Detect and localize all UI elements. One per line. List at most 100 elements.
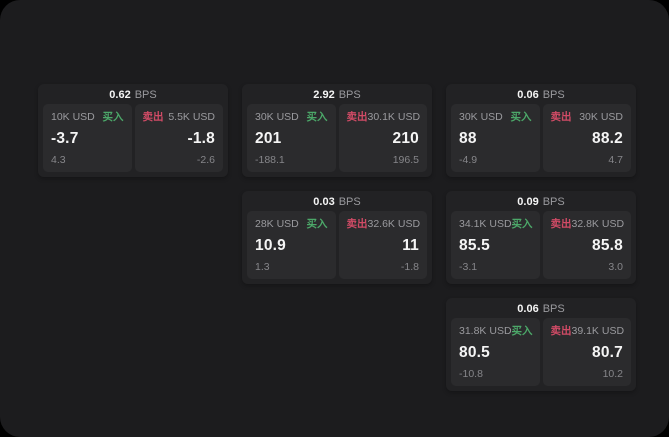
- buy-delta-value: -188.1: [255, 154, 285, 166]
- card-header: 0.62 BPS: [43, 87, 223, 104]
- bps-value: 0.03: [313, 196, 335, 208]
- sell-badge: 卖出: [142, 111, 164, 123]
- sell-panel[interactable]: 卖出 30.1K USD 210 196.5: [338, 104, 427, 172]
- sell-amount-label: 30.1K USD: [367, 111, 421, 123]
- buy-amount-label: 34.1K USD: [459, 218, 512, 230]
- sell-price-value: 11: [402, 237, 419, 254]
- sell-price-value: 80.7: [592, 344, 623, 361]
- sell-price-value: 88.2: [592, 130, 623, 147]
- quote-panels: 31.8K USD 买入 80.5 -10.8 卖出 39.1K USD 80.…: [451, 318, 631, 386]
- sell-panel-top: 卖出 32.8K USD: [550, 218, 625, 230]
- quote-card: 0.06 BPS 31.8K USD 买入 80.5 -10.8 卖出 39.1…: [446, 298, 636, 391]
- sell-price-value: 85.8: [592, 237, 623, 254]
- sell-delta-value: 4.7: [608, 154, 623, 166]
- sell-badge: 卖出: [346, 218, 368, 230]
- bps-unit-label: BPS: [338, 89, 361, 101]
- sell-panel[interactable]: 卖出 32.6K USD 11 -1.8: [338, 211, 427, 279]
- buy-panel[interactable]: 30K USD 买入 201 -188.1: [247, 104, 336, 172]
- buy-panel-top: 10K USD 买入: [51, 111, 124, 123]
- quote-card: 0.09 BPS 34.1K USD 买入 85.5 -3.1 卖出 32.8K…: [446, 191, 636, 284]
- buy-price-value: 85.5: [459, 237, 490, 254]
- buy-price-value: -3.7: [51, 130, 79, 147]
- bps-value: 0.09: [517, 196, 539, 208]
- buy-delta-value: 4.3: [51, 154, 66, 166]
- bps-unit-label: BPS: [134, 89, 157, 101]
- buy-price-value: 10.9: [255, 237, 286, 254]
- bps-value: 0.06: [517, 89, 539, 101]
- card-header: 0.06 BPS: [451, 301, 631, 318]
- buy-panel[interactable]: 34.1K USD 买入 85.5 -3.1: [451, 211, 540, 279]
- buy-delta-value: 1.3: [255, 261, 270, 273]
- buy-panel[interactable]: 28K USD 买入 10.9 1.3: [247, 211, 336, 279]
- sell-delta-value: 196.5: [392, 154, 419, 166]
- quote-panels: 34.1K USD 买入 85.5 -3.1 卖出 32.8K USD 85.8…: [451, 211, 631, 279]
- sell-delta-value: 3.0: [608, 261, 623, 273]
- sell-panel[interactable]: 卖出 39.1K USD 80.7 10.2: [542, 318, 631, 386]
- sell-panel-top: 卖出 30.1K USD: [346, 111, 421, 123]
- sell-amount-label: 39.1K USD: [571, 325, 625, 337]
- buy-delta-value: -3.1: [459, 261, 478, 273]
- sell-price-value: 210: [392, 130, 419, 147]
- buy-panel-top: 30K USD 买入: [459, 111, 532, 123]
- buy-badge: 买入: [306, 111, 328, 123]
- quote-panels: 10K USD 买入 -3.7 4.3 卖出 5.5K USD -1.8 -2.…: [43, 104, 223, 172]
- buy-amount-label: 10K USD: [51, 111, 95, 123]
- sell-panel-top: 卖出 39.1K USD: [550, 325, 625, 337]
- sell-delta-value: -2.6: [196, 154, 215, 166]
- sell-badge: 卖出: [346, 111, 368, 123]
- sell-delta-value: 10.2: [602, 368, 623, 380]
- quote-card: 2.92 BPS 30K USD 买入 201 -188.1 卖出 30.1K …: [242, 84, 432, 177]
- sell-badge: 卖出: [550, 111, 572, 123]
- buy-price-value: 80.5: [459, 344, 490, 361]
- sell-panel[interactable]: 卖出 32.8K USD 85.8 3.0: [542, 211, 631, 279]
- bps-unit-label: BPS: [542, 89, 565, 101]
- sell-amount-label: 32.8K USD: [571, 218, 625, 230]
- quote-panels: 30K USD 买入 201 -188.1 卖出 30.1K USD 210 1…: [247, 104, 427, 172]
- quote-card: 0.06 BPS 30K USD 买入 88 -4.9 卖出 30K USD 8…: [446, 84, 636, 177]
- sell-delta-value: -1.8: [400, 261, 419, 273]
- sell-price-value: -1.8: [187, 130, 215, 147]
- quote-card: 0.62 BPS 10K USD 买入 -3.7 4.3 卖出 5.5K USD…: [38, 84, 228, 177]
- sell-panel-top: 卖出 5.5K USD: [143, 111, 216, 123]
- sell-amount-label: 30K USD: [579, 111, 623, 123]
- buy-panel[interactable]: 31.8K USD 买入 80.5 -10.8: [451, 318, 540, 386]
- sell-panel-top: 卖出 32.6K USD: [346, 218, 421, 230]
- buy-amount-label: 30K USD: [459, 111, 503, 123]
- quote-panels: 30K USD 买入 88 -4.9 卖出 30K USD 88.2 4.7: [451, 104, 631, 172]
- buy-panel[interactable]: 10K USD 买入 -3.7 4.3: [43, 104, 132, 172]
- sell-panel[interactable]: 卖出 5.5K USD -1.8 -2.6: [134, 104, 223, 172]
- buy-amount-label: 30K USD: [255, 111, 299, 123]
- buy-panel-top: 31.8K USD 买入: [459, 325, 533, 337]
- cards-grid: 0.62 BPS 10K USD 买入 -3.7 4.3 卖出 5.5K USD…: [38, 84, 636, 391]
- bps-unit-label: BPS: [542, 303, 565, 315]
- sell-amount-label: 32.6K USD: [367, 218, 421, 230]
- card-header: 2.92 BPS: [247, 87, 427, 104]
- buy-badge: 买入: [511, 218, 533, 230]
- buy-panel[interactable]: 30K USD 买入 88 -4.9: [451, 104, 540, 172]
- buy-amount-label: 31.8K USD: [459, 325, 512, 337]
- sell-badge: 卖出: [550, 325, 572, 337]
- buy-amount-label: 28K USD: [255, 218, 299, 230]
- buy-panel-top: 34.1K USD 买入: [459, 218, 533, 230]
- buy-panel-top: 30K USD 买入: [255, 111, 328, 123]
- buy-price-value: 201: [255, 130, 282, 147]
- buy-delta-value: -4.9: [459, 154, 478, 166]
- bps-value: 0.62: [109, 89, 131, 101]
- buy-badge: 买入: [511, 325, 533, 337]
- buy-delta-value: -10.8: [459, 368, 483, 380]
- sell-badge: 卖出: [550, 218, 572, 230]
- bps-value: 0.06: [517, 303, 539, 315]
- quote-panels: 28K USD 买入 10.9 1.3 卖出 32.6K USD 11 -1.8: [247, 211, 427, 279]
- card-header: 0.06 BPS: [451, 87, 631, 104]
- bps-unit-label: BPS: [542, 196, 565, 208]
- quote-card: 0.03 BPS 28K USD 买入 10.9 1.3 卖出 32.6K US…: [242, 191, 432, 284]
- sell-panel[interactable]: 卖出 30K USD 88.2 4.7: [542, 104, 631, 172]
- card-header: 0.03 BPS: [247, 194, 427, 211]
- sell-panel-top: 卖出 30K USD: [551, 111, 624, 123]
- buy-price-value: 88: [459, 130, 477, 147]
- sell-amount-label: 5.5K USD: [168, 111, 215, 123]
- bps-value: 2.92: [313, 89, 335, 101]
- bps-unit-label: BPS: [338, 196, 361, 208]
- buy-badge: 买入: [306, 218, 328, 230]
